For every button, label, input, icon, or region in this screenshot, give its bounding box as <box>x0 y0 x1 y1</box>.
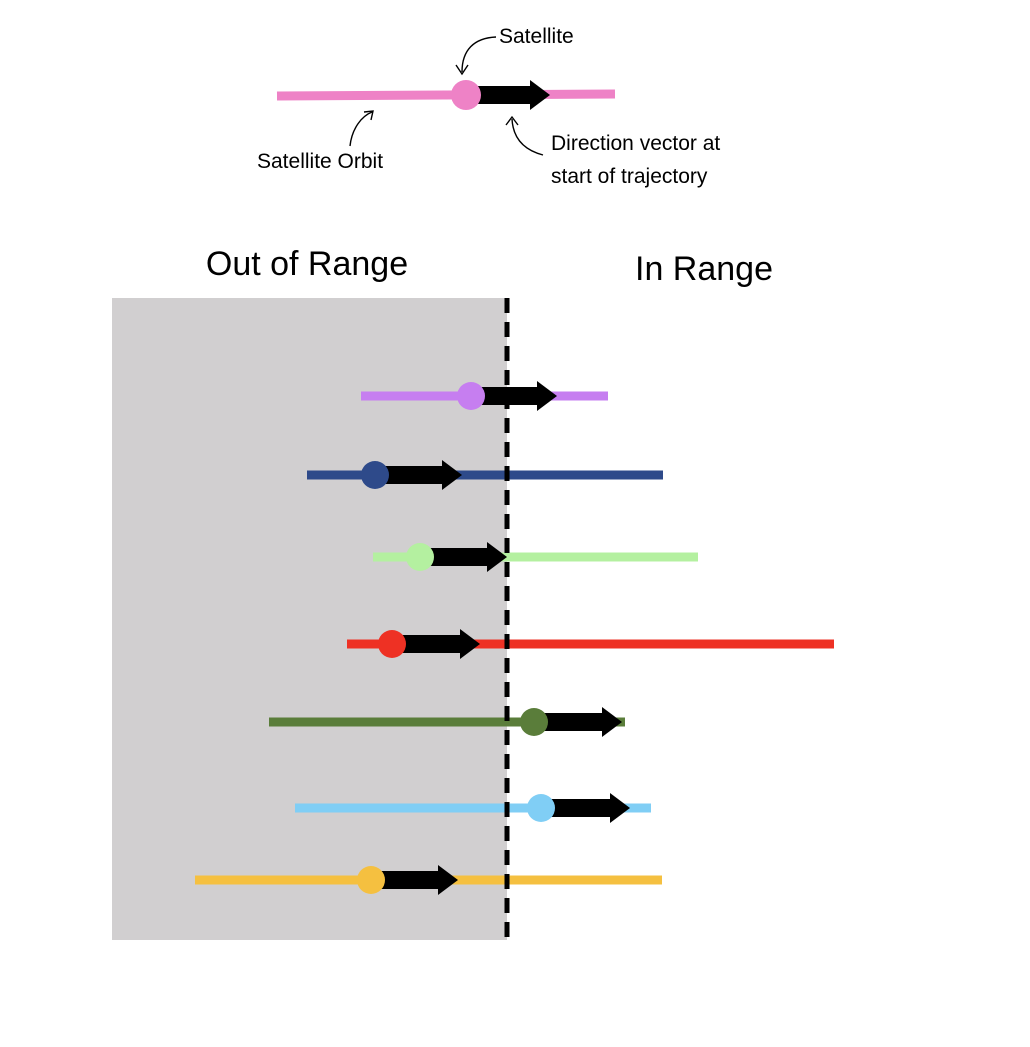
satellite-dot <box>457 382 485 410</box>
in-range-label: In Range <box>635 250 773 288</box>
legend-orbit-line <box>276 89 616 101</box>
direction-arrow-shaft <box>392 635 462 653</box>
direction-arrow-head <box>460 629 480 659</box>
legend-direction-arrow-shaft <box>466 86 532 104</box>
direction-arrow-shaft <box>420 548 489 566</box>
satellite-track-7 <box>195 865 662 895</box>
out-of-range-region <box>112 298 507 940</box>
satellite-dot <box>357 866 385 894</box>
direction-arrow-head <box>602 707 622 737</box>
satellite-track-4 <box>347 629 834 659</box>
direction-arrow-head <box>537 381 557 411</box>
legend-direction-pointer <box>511 118 544 156</box>
satellite-dot <box>361 461 389 489</box>
satellite-dot <box>378 630 406 658</box>
legend-orbit-pointer-tip <box>363 110 374 121</box>
direction-arrow-shaft <box>534 713 604 731</box>
direction-arrow-shaft <box>375 466 444 484</box>
direction-arrow-head <box>487 542 507 572</box>
direction-arrow-shaft <box>541 799 612 817</box>
legend-satellite-label: Satellite <box>499 25 574 48</box>
satellite-dot <box>527 794 555 822</box>
legend-direction-pointer-tip <box>505 115 519 126</box>
satellite-dot <box>520 708 548 736</box>
legend-orbit-label: Satellite Orbit <box>257 150 383 173</box>
satellite-track-6 <box>295 793 651 823</box>
satellite-dot <box>406 543 434 571</box>
legend-satellite-pointer <box>461 36 497 73</box>
legend-direction-arrow-head <box>530 80 550 110</box>
out-of-range-label: Out of Range <box>206 245 408 283</box>
legend-satellite-dot <box>451 80 481 110</box>
satellite-track-2 <box>307 460 663 490</box>
satellite-track-5 <box>269 707 625 737</box>
legend-direction-label-line1: Direction vector at <box>551 132 720 155</box>
legend: Satellite Satellite Orbit Direction vect… <box>257 25 720 188</box>
legend-direction-label-line2: start of trajectory <box>551 165 708 188</box>
satellite-tracks <box>195 381 834 895</box>
direction-arrow-shaft <box>371 871 440 889</box>
direction-arrow-head <box>442 460 462 490</box>
satellite-track-3 <box>373 542 698 572</box>
legend-orbit-pointer <box>349 111 373 147</box>
direction-arrow-head <box>438 865 458 895</box>
direction-arrow-head <box>610 793 630 823</box>
legend-satellite-pointer-tip <box>455 64 469 76</box>
